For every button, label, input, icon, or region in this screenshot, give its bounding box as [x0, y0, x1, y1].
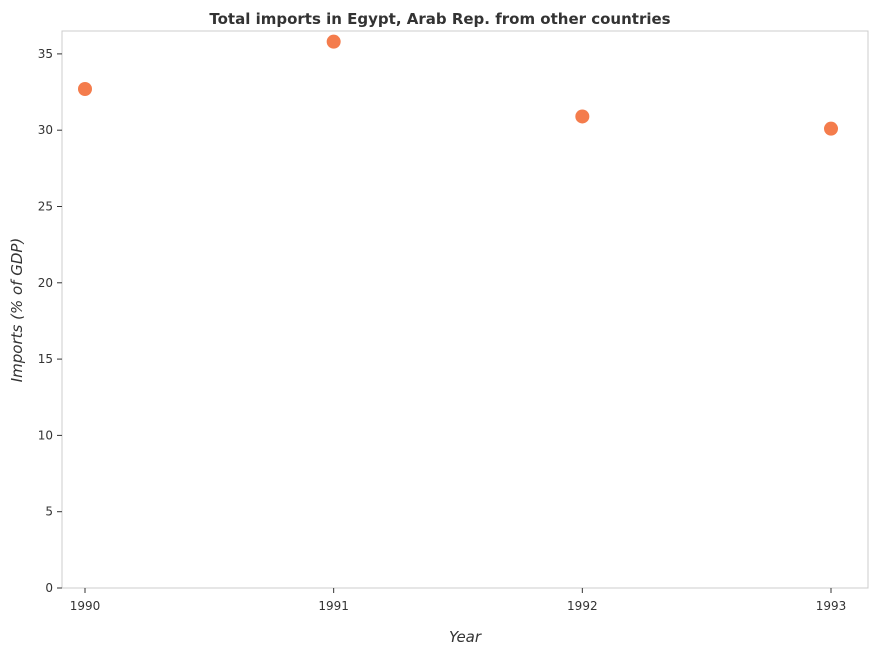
x-tick-label: 1993 [816, 599, 847, 613]
x-axis-label: Year [449, 628, 482, 646]
data-point-1993 [824, 121, 838, 136]
y-tick-label: 30 [38, 123, 53, 137]
plot-area [61, 30, 869, 589]
y-tick-label: 5 [45, 505, 53, 519]
y-tick-label: 20 [38, 276, 53, 290]
y-tick-label: 15 [38, 352, 53, 366]
data-point-1991 [326, 34, 341, 49]
y-axis-label: Imports (% of GDP) [8, 238, 26, 383]
y-tick-label: 25 [38, 199, 53, 213]
y-axis: 0 5 10 15 20 25 30 35 [38, 47, 62, 595]
x-axis: 1990 1991 1992 1993 [70, 588, 847, 613]
x-tick-label: 1992 [567, 599, 598, 613]
y-tick-label: 10 [38, 428, 53, 442]
x-tick-label: 1991 [318, 599, 349, 613]
x-tick-label: 1990 [70, 599, 101, 613]
data-point-1992 [575, 109, 590, 124]
data-points [78, 34, 838, 136]
y-tick-label: 0 [45, 581, 53, 595]
chart-title: Total imports in Egypt, Arab Rep. from o… [209, 10, 670, 28]
y-tick-label: 35 [38, 47, 53, 61]
data-point-1990 [78, 81, 92, 96]
